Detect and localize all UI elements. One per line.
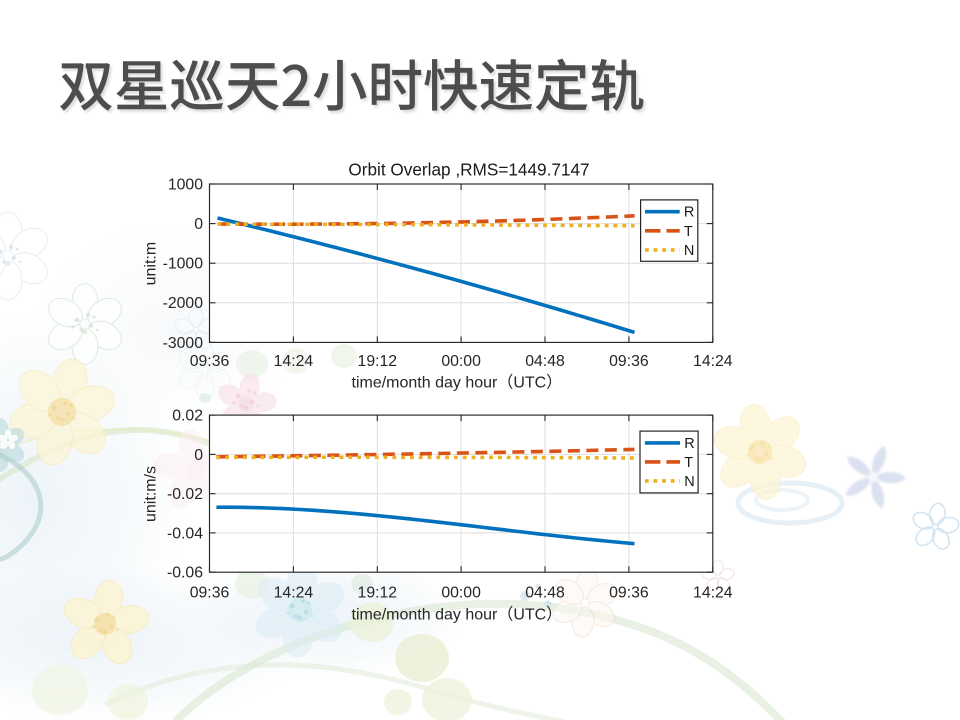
svg-text:N: N (684, 243, 694, 259)
svg-text:09:36: 09:36 (609, 585, 649, 602)
svg-text:14:24: 14:24 (693, 585, 733, 602)
svg-text:04:48: 04:48 (525, 353, 565, 370)
svg-text:time/month day hour: time/month day hour (352, 375, 499, 392)
svg-text:-1000: -1000 (163, 256, 204, 273)
svg-text:14:24: 14:24 (274, 585, 314, 602)
svg-text:R: R (684, 436, 694, 452)
svg-text:09:36: 09:36 (609, 353, 649, 370)
svg-text:N: N (684, 474, 694, 490)
svg-text:-2000: -2000 (163, 295, 204, 312)
svg-text:-0.04: -0.04 (167, 525, 203, 542)
svg-text:09:36: 09:36 (190, 585, 230, 602)
svg-text:14:24: 14:24 (693, 353, 733, 370)
svg-text:-0.06: -0.06 (167, 565, 203, 582)
svg-text:0: 0 (194, 216, 203, 233)
svg-text:UTC: UTC (513, 375, 546, 392)
svg-text:1000: 1000 (168, 176, 203, 193)
svg-text:-3000: -3000 (163, 335, 204, 352)
svg-text:19:12: 19:12 (358, 353, 398, 370)
svg-text:unit:m/s: unit:m/s (143, 466, 160, 522)
svg-text:T: T (684, 224, 693, 240)
svg-text:UTC: UTC (513, 607, 546, 624)
svg-text:T: T (684, 455, 693, 471)
svg-text:0: 0 (194, 447, 203, 464)
svg-text:-0.02: -0.02 (167, 486, 203, 503)
svg-text:R: R (684, 205, 694, 221)
svg-text:04:48: 04:48 (525, 585, 565, 602)
svg-text:00:00: 00:00 (441, 353, 481, 370)
svg-text:00:00: 00:00 (441, 585, 481, 602)
svg-text:Orbit Overlap ,RMS=1449.7147: Orbit Overlap ,RMS=1449.7147 (348, 160, 589, 180)
svg-text:14:24: 14:24 (274, 353, 314, 370)
svg-text:unit:m: unit:m (143, 242, 160, 286)
svg-text:19:12: 19:12 (358, 585, 398, 602)
svg-text:time/month day hour: time/month day hour (352, 607, 499, 624)
svg-text:0.02: 0.02 (172, 408, 203, 425)
svg-text:09:36: 09:36 (190, 353, 230, 370)
